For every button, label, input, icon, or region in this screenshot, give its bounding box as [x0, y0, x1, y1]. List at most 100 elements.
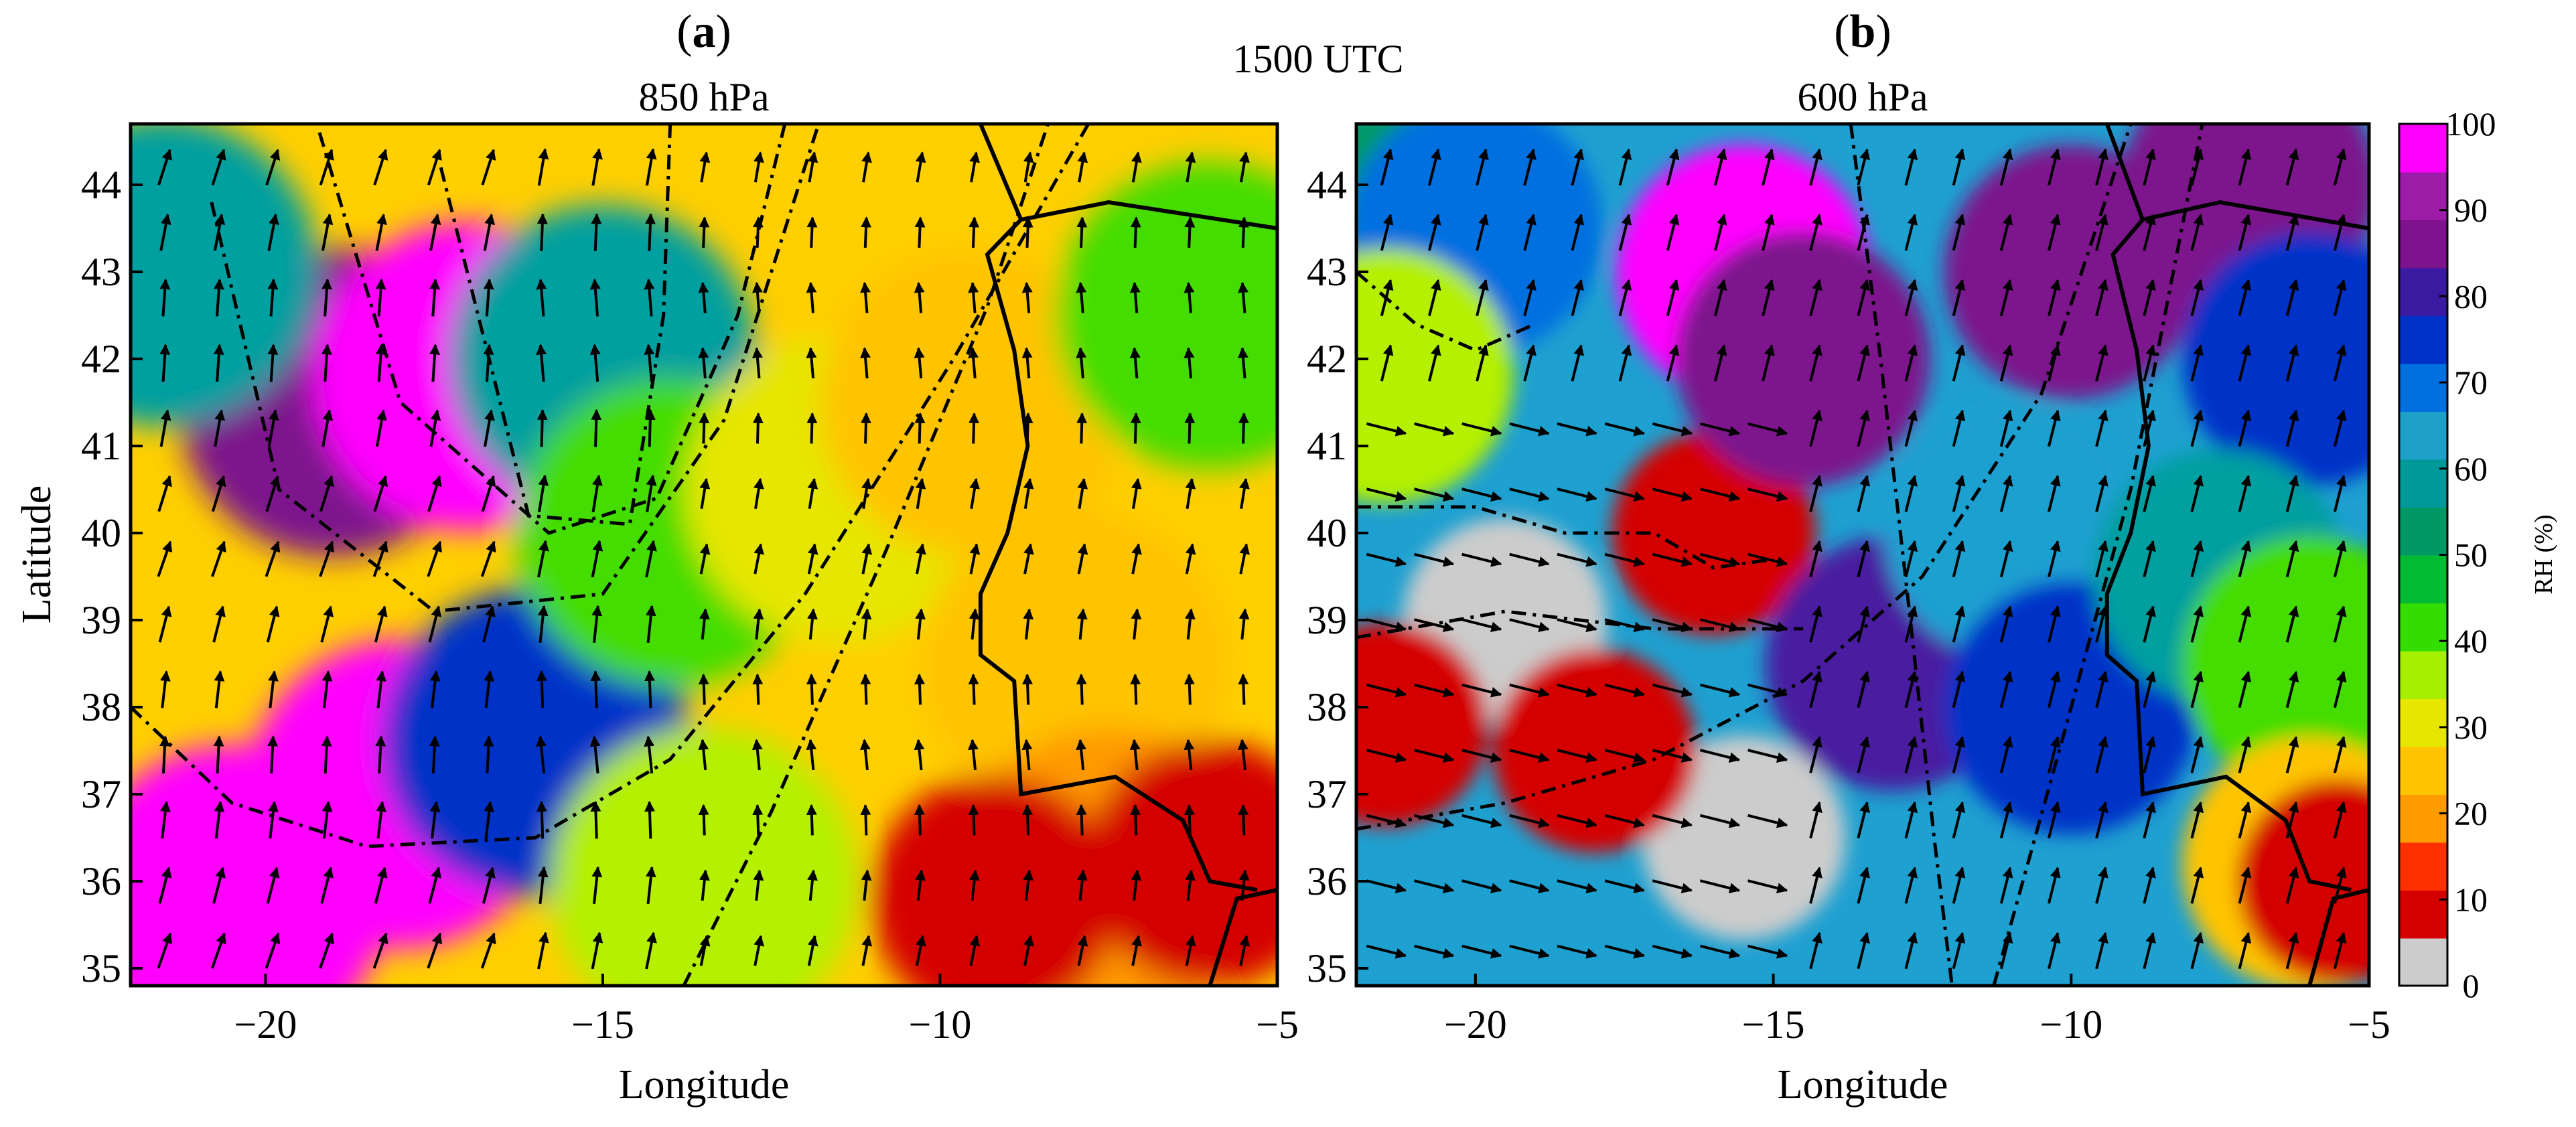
wind-arrow — [1857, 931, 1870, 970]
wind-arrow — [1762, 344, 1775, 382]
wind-arrow — [1021, 347, 1033, 379]
wind-arrow — [1428, 214, 1441, 251]
wind-arrow — [645, 605, 656, 644]
wind-arrow — [861, 935, 873, 966]
wind-arrow — [1523, 148, 1536, 186]
wind-arrow — [1904, 670, 1918, 708]
wind-arrow — [1021, 739, 1033, 771]
rh-region — [819, 248, 1128, 556]
wind-arrow — [1184, 804, 1195, 836]
wind-arrow — [1509, 749, 1550, 763]
y-tick-label: 42 — [1307, 337, 1347, 381]
panel-b-plot-area — [1356, 124, 2369, 986]
wind-arrow — [591, 540, 603, 578]
wind-arrow — [1604, 552, 1645, 567]
y-tick-label: 44 — [81, 163, 121, 207]
wind-arrow — [754, 935, 764, 966]
x-tick-label: −5 — [1256, 1002, 1299, 1047]
wind-arrow — [1076, 216, 1088, 248]
wind-arrow — [2190, 867, 2204, 904]
wind-arrow — [1509, 487, 1550, 502]
trajectory-line — [1992, 124, 2204, 986]
wind-arrow — [914, 347, 925, 379]
wind-arrow — [1461, 552, 1502, 567]
wind-arrow — [536, 213, 548, 252]
wind-arrow — [536, 735, 547, 774]
wind-arrow — [429, 278, 441, 317]
wind-arrow — [214, 409, 226, 447]
colorbar-title: RH (%) — [2530, 514, 2558, 594]
wind-arrow — [698, 347, 709, 379]
wind-arrow — [1699, 814, 1741, 828]
wind-arrow — [861, 151, 872, 183]
panel-a-plot-area — [131, 124, 1277, 986]
wind-arrow — [2190, 801, 2204, 839]
wind-arrow — [1238, 412, 1249, 444]
wind-arrow — [537, 605, 549, 644]
wind-arrow — [2285, 475, 2299, 512]
wind-arrow — [1239, 477, 1250, 510]
wind-arrow — [1809, 867, 1822, 904]
wind-arrow — [375, 278, 386, 317]
wind-arrow — [1652, 683, 1693, 698]
wind-arrow — [1523, 214, 1536, 251]
wind-arrow — [1952, 540, 1966, 578]
wind-arrow — [591, 605, 603, 644]
wind-arrow — [2095, 801, 2108, 839]
wind-arrow — [1523, 344, 1536, 382]
wind-arrow — [1476, 148, 1489, 186]
wind-arrow — [1618, 148, 1632, 186]
wind-arrow — [212, 605, 226, 643]
wind-arrow — [267, 344, 279, 382]
wind-arrow — [1077, 151, 1088, 183]
colorbar-swatch — [2399, 746, 2447, 795]
wind-arrow — [1237, 739, 1248, 771]
wind-arrow — [321, 801, 333, 839]
wind-arrow — [591, 931, 603, 970]
wind-arrow — [480, 540, 496, 577]
trajectory-line — [210, 124, 820, 613]
wind-arrow — [319, 932, 334, 969]
panel-b-ticks: −20 −15 −10 −5 35 36 37 38 39 40 41 42 43 44 — [1307, 163, 2390, 1047]
wind-arrow — [589, 344, 601, 382]
wind-arrow — [645, 866, 656, 905]
wind-arrow — [2333, 670, 2347, 708]
wind-arrow — [1131, 477, 1142, 510]
wind-arrow — [266, 605, 280, 643]
wind-arrow — [2238, 475, 2252, 512]
wind-arrow — [1239, 543, 1250, 575]
wind-arrow — [373, 149, 388, 185]
colorbar-swatch — [2399, 507, 2447, 556]
wind-arrow — [321, 344, 332, 382]
trajectory-line — [1356, 609, 1804, 640]
trajectory-line — [317, 124, 787, 535]
x-tick-label: −15 — [1742, 1002, 1805, 1047]
wind-arrow — [2143, 475, 2156, 512]
wind-arrow — [268, 801, 279, 839]
wind-arrow — [2285, 409, 2299, 447]
wind-arrow — [213, 278, 224, 317]
wind-arrow — [1999, 540, 2013, 578]
wind-arrow — [320, 605, 334, 643]
wind-arrow — [214, 670, 225, 708]
wind-arrow — [372, 932, 388, 969]
wind-arrow — [320, 867, 334, 904]
panel-a-ylabel: Latitude — [14, 485, 60, 624]
wind-arrow — [1131, 935, 1142, 966]
wind-arrow — [1023, 608, 1034, 640]
wind-arrow — [2333, 605, 2347, 643]
wind-arrow — [1185, 543, 1196, 575]
wind-arrow — [211, 932, 226, 969]
wind-arrow — [1809, 931, 1822, 970]
wind-arrow — [1652, 814, 1693, 828]
wind-arrow — [1952, 867, 1966, 904]
panel-a-xlabel: Longitude — [619, 1062, 790, 1108]
rh-region — [131, 745, 386, 986]
wind-arrow — [2143, 736, 2156, 773]
wind-arrow — [1762, 214, 1775, 251]
colorbar: 0 10 20 30 40 50 60 70 80 90 100 — [2398, 105, 2496, 1004]
wind-arrow — [2333, 931, 2347, 970]
wind-arrow — [1904, 736, 1918, 773]
wind-arrow — [2238, 540, 2252, 578]
wind-arrow — [1999, 279, 2013, 317]
